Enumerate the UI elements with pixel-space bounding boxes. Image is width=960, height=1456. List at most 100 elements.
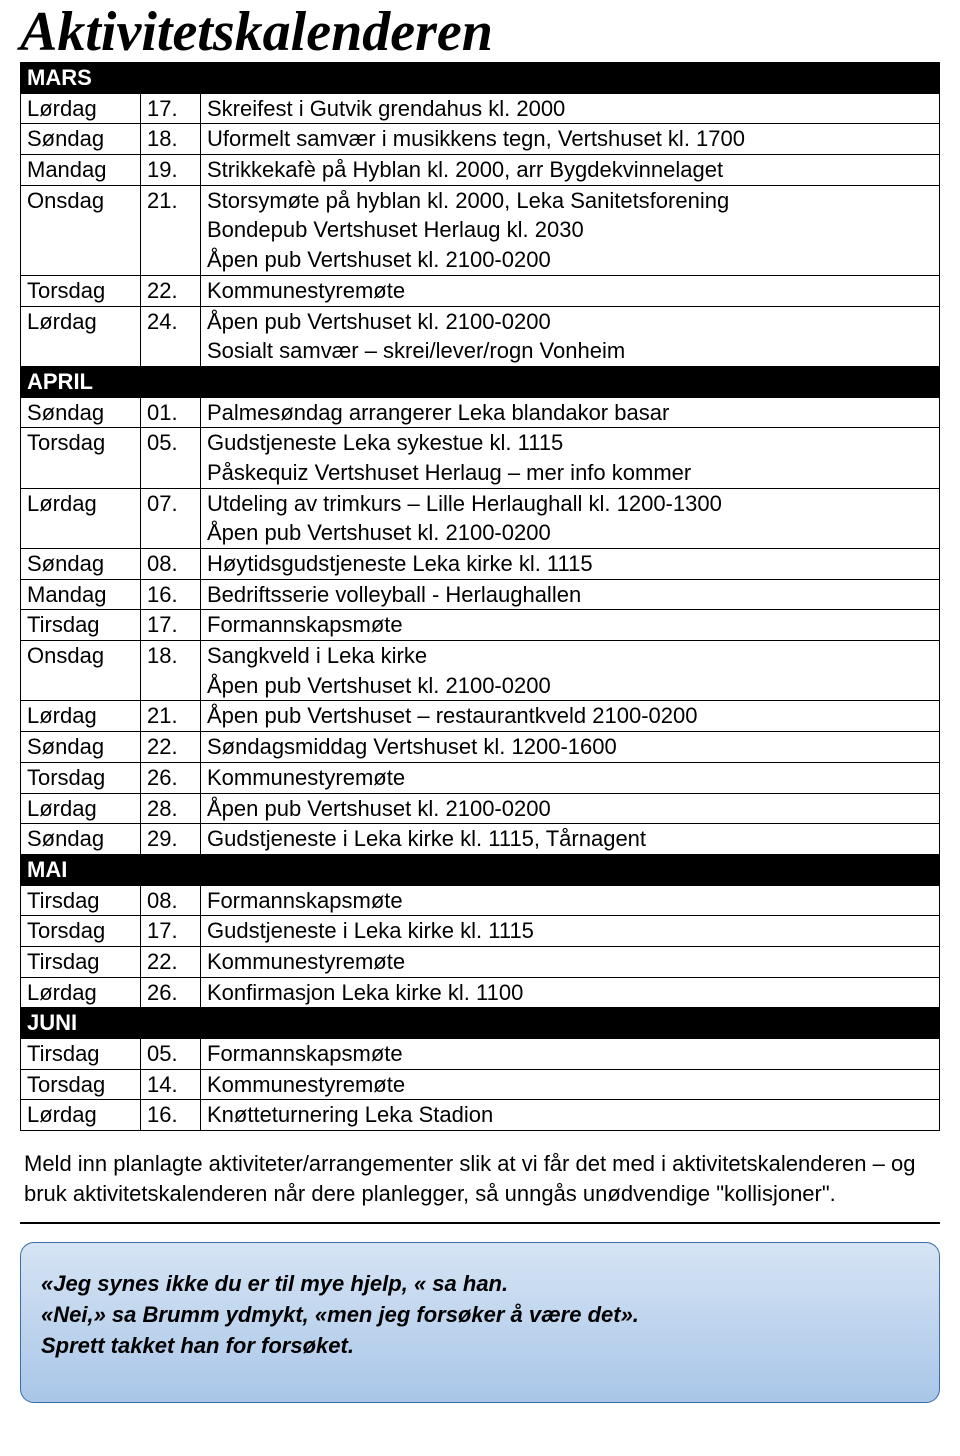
- date-cell: 08.: [141, 885, 201, 916]
- day-cell: Lørdag: [21, 488, 141, 548]
- calendar-row: Søndag18.Uformelt samvær i musikkens teg…: [21, 124, 940, 155]
- month-header-row: MAI: [21, 854, 940, 885]
- day-cell: Søndag: [21, 397, 141, 428]
- event-cell: Skreifest i Gutvik grendahus kl. 2000: [201, 93, 940, 124]
- calendar-row: Torsdag17.Gudstjeneste i Leka kirke kl. …: [21, 916, 940, 947]
- date-cell: 28.: [141, 793, 201, 824]
- date-cell: 17.: [141, 916, 201, 947]
- event-cell: Uformelt samvær i musikkens tegn, Vertsh…: [201, 124, 940, 155]
- quote-line: «Nei,» sa Brumm ydmykt, «men jeg forsøke…: [41, 1300, 919, 1331]
- month-header-row: JUNI: [21, 1008, 940, 1039]
- calendar-row: Torsdag26.Kommunestyremøte: [21, 762, 940, 793]
- day-cell: Tirsdag: [21, 885, 141, 916]
- day-cell: Lørdag: [21, 93, 141, 124]
- date-cell: 26.: [141, 762, 201, 793]
- event-cell: Sangkveld i Leka kirkeÅpen pub Vertshuse…: [201, 641, 940, 701]
- day-cell: Tirsdag: [21, 1039, 141, 1070]
- calendar-row: Onsdag18.Sangkveld i Leka kirkeÅpen pub …: [21, 641, 940, 701]
- event-cell: Åpen pub Vertshuset kl. 2100-0200Sosialt…: [201, 306, 940, 366]
- event-cell: Formannskapsmøte: [201, 1039, 940, 1070]
- day-cell: Lørdag: [21, 306, 141, 366]
- calendar-row: Mandag19.Strikkekafè på Hyblan kl. 2000,…: [21, 155, 940, 186]
- date-cell: 19.: [141, 155, 201, 186]
- date-cell: 18.: [141, 641, 201, 701]
- date-cell: 16.: [141, 1100, 201, 1131]
- day-cell: Søndag: [21, 824, 141, 855]
- event-cell: Strikkekafè på Hyblan kl. 2000, arr Bygd…: [201, 155, 940, 186]
- day-cell: Søndag: [21, 549, 141, 580]
- event-cell: Åpen pub Vertshuset kl. 2100-0200: [201, 793, 940, 824]
- calendar-row: Onsdag21.Storsymøte på hyblan kl. 2000, …: [21, 185, 940, 275]
- event-cell: Kommunestyremøte: [201, 275, 940, 306]
- calendar-row: Lørdag16.Knøtteturnering Leka Stadion: [21, 1100, 940, 1131]
- day-cell: Onsdag: [21, 641, 141, 701]
- day-cell: Lørdag: [21, 793, 141, 824]
- event-cell: Kommunestyremøte: [201, 1069, 940, 1100]
- event-cell: Gudstjeneste i Leka kirke kl. 1115: [201, 916, 940, 947]
- date-cell: 21.: [141, 185, 201, 275]
- event-cell: Formannskapsmøte: [201, 610, 940, 641]
- calendar-row: Søndag08.Høytidsgudstjeneste Leka kirke …: [21, 549, 940, 580]
- date-cell: 05.: [141, 1039, 201, 1070]
- event-cell: Kommunestyremøte: [201, 762, 940, 793]
- page-title: Aktivitetskalenderen: [20, 0, 940, 62]
- calendar-row: Tirsdag08.Formannskapsmøte: [21, 885, 940, 916]
- calendar-row: Lørdag07.Utdeling av trimkurs – Lille He…: [21, 488, 940, 548]
- date-cell: 21.: [141, 701, 201, 732]
- date-cell: 29.: [141, 824, 201, 855]
- date-cell: 22.: [141, 275, 201, 306]
- calendar-row: Tirsdag22.Kommunestyremøte: [21, 946, 940, 977]
- calendar-row: Søndag29.Gudstjeneste i Leka kirke kl. 1…: [21, 824, 940, 855]
- event-cell: Palmesøndag arrangerer Leka blandakor ba…: [201, 397, 940, 428]
- footnote-text: Meld inn planlagte aktiviteter/arrangeme…: [20, 1131, 940, 1224]
- event-cell: Storsymøte på hyblan kl. 2000, Leka Sani…: [201, 185, 940, 275]
- date-cell: 16.: [141, 579, 201, 610]
- day-cell: Mandag: [21, 155, 141, 186]
- calendar-row: Torsdag14.Kommunestyremøte: [21, 1069, 940, 1100]
- month-label: APRIL: [21, 366, 940, 397]
- date-cell: 17.: [141, 610, 201, 641]
- calendar-row: Søndag01.Palmesøndag arrangerer Leka bla…: [21, 397, 940, 428]
- month-header-row: APRIL: [21, 366, 940, 397]
- month-label: MARS: [21, 63, 940, 94]
- day-cell: Søndag: [21, 124, 141, 155]
- calendar-table: MARSLørdag17.Skreifest i Gutvik grendahu…: [20, 62, 940, 1131]
- event-cell: Formannskapsmøte: [201, 885, 940, 916]
- day-cell: Torsdag: [21, 762, 141, 793]
- month-label: MAI: [21, 854, 940, 885]
- calendar-row: Søndag22.Søndagsmiddag Vertshuset kl. 12…: [21, 732, 940, 763]
- day-cell: Torsdag: [21, 428, 141, 488]
- event-cell: Gudstjeneste Leka sykestue kl. 1115Påske…: [201, 428, 940, 488]
- day-cell: Lørdag: [21, 1100, 141, 1131]
- date-cell: 08.: [141, 549, 201, 580]
- quote-line: Sprett takket han for forsøket.: [41, 1331, 919, 1362]
- calendar-row: Lørdag24.Åpen pub Vertshuset kl. 2100-02…: [21, 306, 940, 366]
- day-cell: Tirsdag: [21, 946, 141, 977]
- event-cell: Bedriftsserie volleyball - Herlaughallen: [201, 579, 940, 610]
- date-cell: 01.: [141, 397, 201, 428]
- calendar-row: Tirsdag05.Formannskapsmøte: [21, 1039, 940, 1070]
- calendar-row: Mandag16.Bedriftsserie volleyball - Herl…: [21, 579, 940, 610]
- day-cell: Søndag: [21, 732, 141, 763]
- day-cell: Lørdag: [21, 977, 141, 1008]
- calendar-row: Lørdag17.Skreifest i Gutvik grendahus kl…: [21, 93, 940, 124]
- date-cell: 26.: [141, 977, 201, 1008]
- quote-line: «Jeg synes ikke du er til mye hjelp, « s…: [41, 1269, 919, 1300]
- day-cell: Torsdag: [21, 916, 141, 947]
- date-cell: 07.: [141, 488, 201, 548]
- month-header-row: MARS: [21, 63, 940, 94]
- event-cell: Kommunestyremøte: [201, 946, 940, 977]
- date-cell: 22.: [141, 946, 201, 977]
- event-cell: Knøtteturnering Leka Stadion: [201, 1100, 940, 1131]
- calendar-row: Lørdag28.Åpen pub Vertshuset kl. 2100-02…: [21, 793, 940, 824]
- calendar-row: Lørdag21.Åpen pub Vertshuset – restauran…: [21, 701, 940, 732]
- event-cell: Konfirmasjon Leka kirke kl. 1100: [201, 977, 940, 1008]
- calendar-row: Tirsdag17.Formannskapsmøte: [21, 610, 940, 641]
- day-cell: Onsdag: [21, 185, 141, 275]
- day-cell: Torsdag: [21, 1069, 141, 1100]
- event-cell: Søndagsmiddag Vertshuset kl. 1200-1600: [201, 732, 940, 763]
- calendar-row: Torsdag05.Gudstjeneste Leka sykestue kl.…: [21, 428, 940, 488]
- date-cell: 18.: [141, 124, 201, 155]
- day-cell: Lørdag: [21, 701, 141, 732]
- date-cell: 17.: [141, 93, 201, 124]
